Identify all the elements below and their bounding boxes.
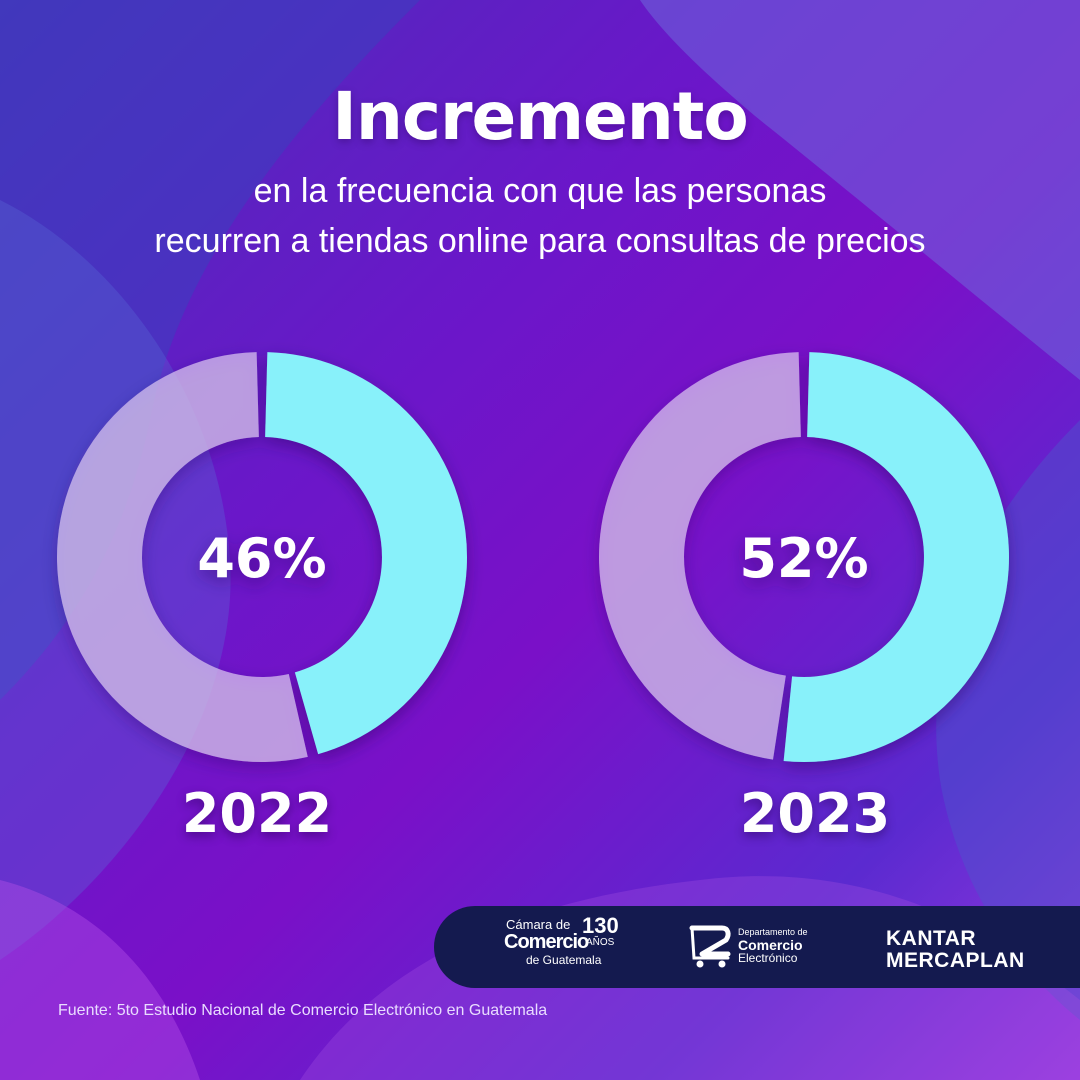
camara-line-3: de Guatemala: [526, 953, 602, 967]
depto-line-2: Comercio: [738, 937, 803, 953]
footer-logo-bar: [434, 906, 1080, 988]
depto-line-1: Departamento de: [738, 927, 808, 937]
subtitle-line-1: en la frecuencia con que las personas: [253, 172, 827, 210]
depto-line-3: Electrónico: [738, 951, 798, 965]
donut-2023: [598, 352, 1010, 762]
shopping-cart-icon: [689, 925, 731, 968]
donut-remainder-slice-2022: [57, 352, 308, 762]
camara-line-1: Cámara de: [506, 917, 571, 932]
donut-remainder-slice-2023: [598, 352, 801, 760]
year-label-2023: 2023: [739, 782, 891, 845]
donut-2022: [57, 352, 468, 762]
kantar-line-2: MERCAPLAN: [886, 949, 1025, 972]
camara-de-comercio-logo: Cámara de Comercio de Guatemala 130 AÑOS: [502, 913, 622, 977]
subtitle-line-2: recurren a tiendas online para consultas…: [154, 222, 926, 260]
camara-years-label: AÑOS: [586, 937, 615, 948]
source-note: Fuente: 5to Estudio Nacional de Comercio…: [58, 1002, 548, 1019]
depto-comercio-electronico-logo: Departamento de Comercio Electrónico: [688, 922, 828, 972]
percent-label-2023: 52%: [739, 527, 868, 590]
title: Incremento: [332, 78, 748, 155]
kantar-line-1: KANTAR: [886, 927, 977, 950]
camara-years: 130: [582, 913, 619, 938]
donut-value-slice-2022: [265, 352, 468, 755]
subtitle: en la frecuencia con que las personas re…: [0, 166, 1080, 266]
percent-label-2022: 46%: [197, 527, 326, 590]
camara-line-2: Comercio: [504, 931, 589, 953]
kantar-mercaplan-logo: KANTAR MERCAPLAN: [886, 928, 1025, 972]
year-label-2022: 2022: [181, 782, 333, 845]
depto-text: Departamento de Comercio Electrónico: [738, 926, 808, 965]
donut-value-slice-2023: [783, 352, 1010, 762]
